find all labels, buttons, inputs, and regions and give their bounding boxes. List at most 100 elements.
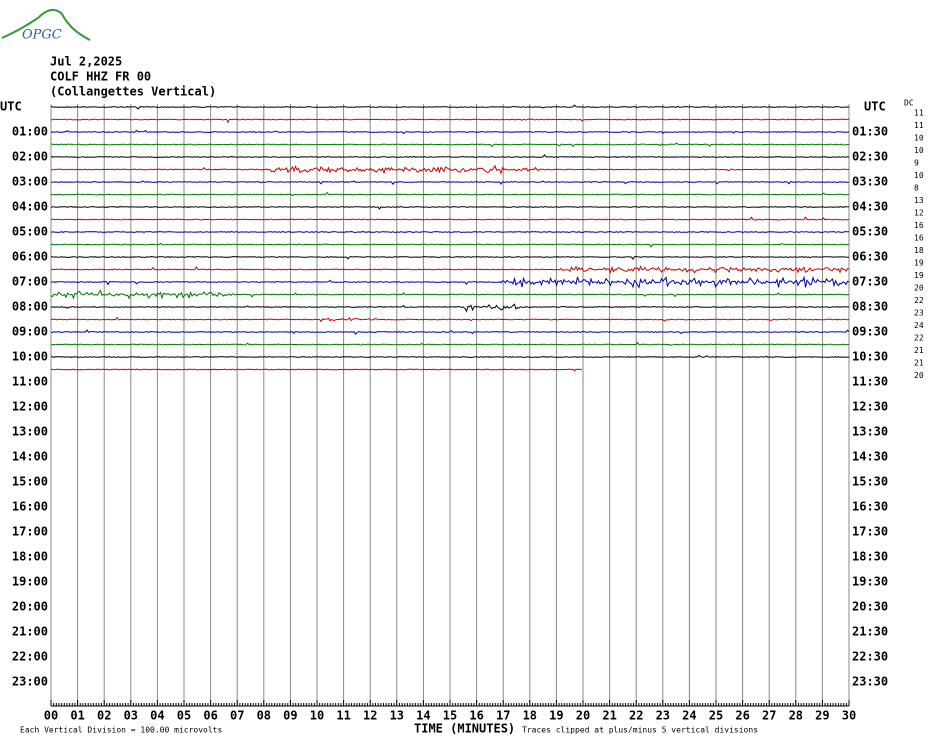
hour-label: 21:00 <box>12 625 48 639</box>
hour-label: 10:30 <box>852 350 888 364</box>
hour-label: 09:00 <box>12 325 48 339</box>
dc-value: 11 <box>914 109 924 118</box>
hour-label: 20:30 <box>852 600 888 614</box>
dc-value: 19 <box>914 259 924 268</box>
right-axis-title: UTC <box>864 100 886 114</box>
trace <box>50 368 583 372</box>
hour-label: 18:30 <box>852 550 888 564</box>
trace <box>50 231 849 233</box>
dc-value: 19 <box>914 271 924 280</box>
x-tick-label: 18 <box>523 709 537 723</box>
hour-label: 03:30 <box>852 175 888 189</box>
footer-scale: Each Vertical Division = 100.00 microvol… <box>20 726 222 735</box>
dc-value: 24 <box>914 321 924 330</box>
hour-label: 05:00 <box>12 225 48 239</box>
hour-label: 11:30 <box>852 375 888 389</box>
hour-label: 07:00 <box>12 275 48 289</box>
trace <box>50 142 850 148</box>
dc-value: 20 <box>914 371 924 380</box>
logo: OPGC <box>22 28 62 43</box>
trace <box>50 242 850 248</box>
trace <box>50 341 849 346</box>
hour-label: 06:00 <box>12 250 48 264</box>
hour-label: 02:30 <box>852 150 888 164</box>
dc-value: 11 <box>914 121 924 130</box>
hour-label: 14:30 <box>852 450 888 464</box>
x-tick-label: 19 <box>549 709 563 723</box>
hour-label: 15:00 <box>12 475 48 489</box>
hour-label: 16:00 <box>12 500 48 514</box>
x-tick-label: 17 <box>496 709 510 723</box>
trace <box>50 265 850 274</box>
dc-value: 21 <box>914 359 924 368</box>
x-tick-label: 08 <box>257 709 271 723</box>
trace <box>50 191 850 197</box>
hour-label: 03:00 <box>12 175 48 189</box>
dc-title: DC <box>904 99 914 108</box>
dc-value: 9 <box>914 159 919 168</box>
date: Jul 2,2025 <box>50 55 122 69</box>
hour-label: 20:00 <box>12 600 48 614</box>
x-tick-label: 26 <box>735 709 749 723</box>
hour-label: 10:00 <box>12 350 48 364</box>
hour-label: 12:30 <box>852 400 888 414</box>
hour-label: 23:30 <box>852 675 888 689</box>
x-tick-label: 23 <box>656 709 670 723</box>
x-tick-label: 27 <box>762 709 776 723</box>
x-tick-label: 25 <box>709 709 723 723</box>
location: (Collangettes Vertical) <box>50 85 216 99</box>
trace <box>50 275 850 289</box>
trace <box>50 129 850 135</box>
dc-value: 21 <box>914 346 924 355</box>
hour-label: 01:30 <box>852 125 888 139</box>
dc-value: 23 <box>914 309 924 318</box>
hour-label: 15:30 <box>852 475 888 489</box>
x-tick-label: 24 <box>682 709 696 723</box>
dc-value: 12 <box>914 209 924 218</box>
x-tick-label: 00 <box>44 709 58 723</box>
hour-label: 17:00 <box>12 525 48 539</box>
trace <box>50 104 850 110</box>
dc-value: 18 <box>914 246 924 255</box>
x-tick-label: 02 <box>97 709 111 723</box>
left-axis-title: UTC <box>0 100 22 114</box>
dc-value: 10 <box>914 146 924 155</box>
hour-label: 17:30 <box>852 525 888 539</box>
hour-label: 08:00 <box>12 300 48 314</box>
dc-value: 8 <box>914 184 919 193</box>
hour-label: 07:30 <box>852 275 888 289</box>
hour-label: 06:30 <box>852 250 888 264</box>
hour-label: 02:00 <box>12 150 48 164</box>
x-tick-label: 21 <box>602 709 616 723</box>
trace <box>51 118 850 124</box>
x-tick-label: 16 <box>469 709 483 723</box>
trace <box>50 289 850 300</box>
x-tick-label: 01 <box>70 709 84 723</box>
x-tick-label: 10 <box>310 709 324 723</box>
x-tick-label: 11 <box>336 709 350 723</box>
hour-label: 16:30 <box>852 500 888 514</box>
hour-label: 23:00 <box>12 675 48 689</box>
hour-label: 21:30 <box>852 625 888 639</box>
x-tick-label: 12 <box>363 709 377 723</box>
x-tick-label: 15 <box>443 709 457 723</box>
hour-label: 04:00 <box>12 200 48 214</box>
x-tick-label: 04 <box>150 709 164 723</box>
x-tick-label: 06 <box>203 709 217 723</box>
dc-value: 10 <box>914 171 924 180</box>
hour-label: 13:30 <box>852 425 888 439</box>
x-tick-label: 22 <box>629 709 643 723</box>
hour-label: 12:00 <box>12 400 48 414</box>
trace <box>50 164 849 175</box>
hour-label: 22:30 <box>852 650 888 664</box>
x-axis-title: TIME (MINUTES) <box>414 722 515 736</box>
dc-value: 16 <box>914 221 924 230</box>
x-tick-label: 30 <box>842 709 856 723</box>
x-tick-label: 03 <box>124 709 138 723</box>
hour-label: 04:30 <box>852 200 888 214</box>
dc-value: 20 <box>914 284 924 293</box>
trace <box>50 354 850 358</box>
hour-label: 14:00 <box>12 450 48 464</box>
trace <box>50 154 850 158</box>
